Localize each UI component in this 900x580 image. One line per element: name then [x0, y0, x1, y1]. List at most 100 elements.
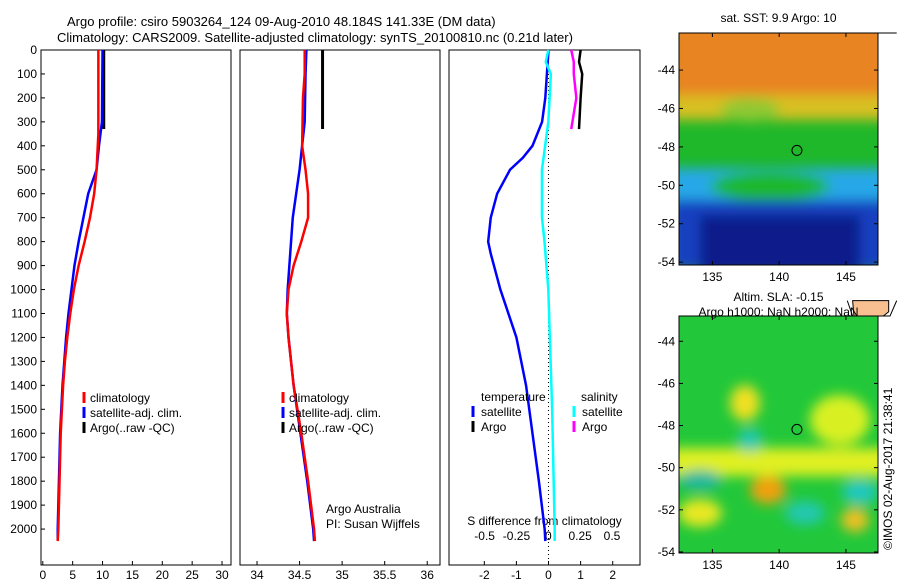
lat-tick-label: -50	[658, 178, 676, 192]
y-tick-label: 1500	[10, 402, 37, 416]
map-title: Argo h1000: NaN h2000: NaN	[698, 305, 858, 319]
legend-label: satellite-adj. clim.	[90, 406, 182, 420]
series-line-climatology	[285, 50, 317, 542]
x-tick-label: 5	[69, 568, 76, 580]
y-tick-label: 1300	[10, 354, 37, 368]
lat-tick-label: -46	[658, 376, 676, 390]
y-tick-label: 600	[17, 187, 37, 201]
legend-label: satellite	[481, 405, 522, 419]
legend-label: Argo(..raw -QC)	[289, 421, 374, 435]
plot-frame-0	[40, 49, 232, 566]
series-line-s-argo	[570, 49, 578, 130]
y-tick-label: 500	[17, 163, 37, 177]
x-tick-label: 2	[609, 568, 616, 580]
plot-frame-1	[239, 49, 441, 566]
y-tick-label: 900	[17, 259, 37, 273]
series-line-t-satellite	[486, 49, 550, 542]
series-line-satellite-adj-clim-	[285, 49, 316, 542]
x-tick-label: 34.5	[288, 568, 312, 580]
sst-map	[679, 33, 878, 265]
lon-tick-label: 135	[702, 558, 722, 572]
y-tick-label: 1600	[10, 426, 37, 440]
legend-label: Argo	[481, 420, 507, 434]
x-tick-label: 15	[126, 568, 140, 580]
argo-position-marker	[791, 423, 803, 435]
lat-tick-label: -52	[658, 217, 676, 231]
y-tick-label: 700	[17, 211, 37, 225]
map-frame	[678, 32, 879, 266]
annotation-text: Argo Australia	[326, 502, 401, 516]
lon-tick-label: 145	[836, 558, 856, 572]
lat-tick-label: -44	[658, 63, 676, 77]
lon-tick-label: 135	[702, 270, 722, 284]
lat-tick-label: -46	[658, 101, 676, 115]
x-tick-label: 10	[96, 568, 110, 580]
lat-tick-label: -52	[658, 503, 676, 517]
y-tick-label: 1400	[10, 378, 37, 392]
legend-heading-temperature: temperature	[481, 390, 546, 404]
lon-tick-label: 145	[836, 270, 856, 284]
y-tick-label: 800	[17, 235, 37, 249]
lat-tick-label: -48	[658, 140, 676, 154]
x-tick-label: 1	[577, 568, 584, 580]
lat-tick-label: -48	[658, 419, 676, 433]
lat-tick-label: -44	[658, 334, 676, 348]
x-tick-label: 34	[250, 568, 264, 580]
x-tick-label: 20	[156, 568, 170, 580]
x-tick-label: -2	[479, 568, 490, 580]
x-tick-label: 35.5	[373, 568, 397, 580]
s-tick-label: 0.5	[604, 529, 621, 543]
sla-map	[679, 316, 878, 553]
lon-tick-label: 140	[769, 558, 789, 572]
legend-label: satellite	[582, 405, 623, 419]
figure-title-line2: Climatology: CARS2009. Satellite-adjuste…	[57, 30, 573, 45]
y-tick-label: 0	[30, 43, 37, 57]
x-tick-label: -1	[511, 568, 522, 580]
y-tick-label: 300	[17, 115, 37, 129]
x-tick-label: 0	[39, 568, 46, 580]
legend-heading-salinity: salinity	[581, 390, 618, 404]
s-tick-label: -0.25	[503, 529, 531, 543]
legend-label: satellite-adj. clim.	[289, 406, 381, 420]
x-tick-label: 36	[421, 568, 435, 580]
argo-position-marker	[791, 144, 803, 156]
plot-frame-2	[448, 49, 641, 566]
series-line-t-argo	[577, 49, 584, 130]
lat-tick-label: -54	[658, 545, 676, 559]
y-tick-label: 2000	[10, 522, 37, 536]
y-tick-label: 1900	[10, 498, 37, 512]
y-tick-label: 100	[17, 67, 37, 81]
y-tick-label: 1100	[11, 306, 37, 320]
y-tick-label: 1800	[10, 474, 37, 488]
legend-label: Argo	[582, 420, 608, 434]
figure-title-line1: Argo profile: csiro 5903264_124 09-Aug-2…	[67, 14, 496, 29]
y-tick-label: 1700	[10, 450, 37, 464]
x-tick-label: 30	[215, 568, 229, 580]
x-tick-label: 35	[335, 568, 349, 580]
legend-label: climatology	[289, 391, 349, 405]
s-tick-label: 0	[545, 529, 552, 543]
map-title: sat. SST: 9.9 Argo: 10	[720, 11, 836, 25]
lat-tick-label: -50	[658, 461, 676, 475]
s-tick-label: 0.25	[568, 529, 592, 543]
credit-text: ©IMOS 02-Aug-2017 21:38:41	[881, 387, 895, 550]
y-tick-label: 400	[17, 139, 37, 153]
map-title: Altim. SLA: -0.15	[733, 290, 823, 304]
annotation-text: PI: Susan Wijffels	[326, 517, 420, 531]
series-line-climatology	[56, 50, 100, 542]
series-line-satellite-adj-clim-	[56, 49, 104, 542]
lon-tick-label: 140	[769, 270, 789, 284]
x-tick-label: 0	[545, 568, 552, 580]
series-line-s-satellite	[540, 49, 556, 542]
lat-tick-label: -54	[658, 255, 676, 269]
y-tick-label: 1200	[10, 330, 37, 344]
s-tick-label: -0.5	[474, 529, 495, 543]
legend-label: Argo(..raw -QC)	[90, 421, 175, 435]
y-tick-label: 1000	[10, 283, 37, 297]
x-tick-label: 25	[185, 568, 199, 580]
map-frame	[678, 315, 879, 554]
y-tick-label: 200	[17, 91, 37, 105]
legend-label: climatology	[90, 391, 150, 405]
